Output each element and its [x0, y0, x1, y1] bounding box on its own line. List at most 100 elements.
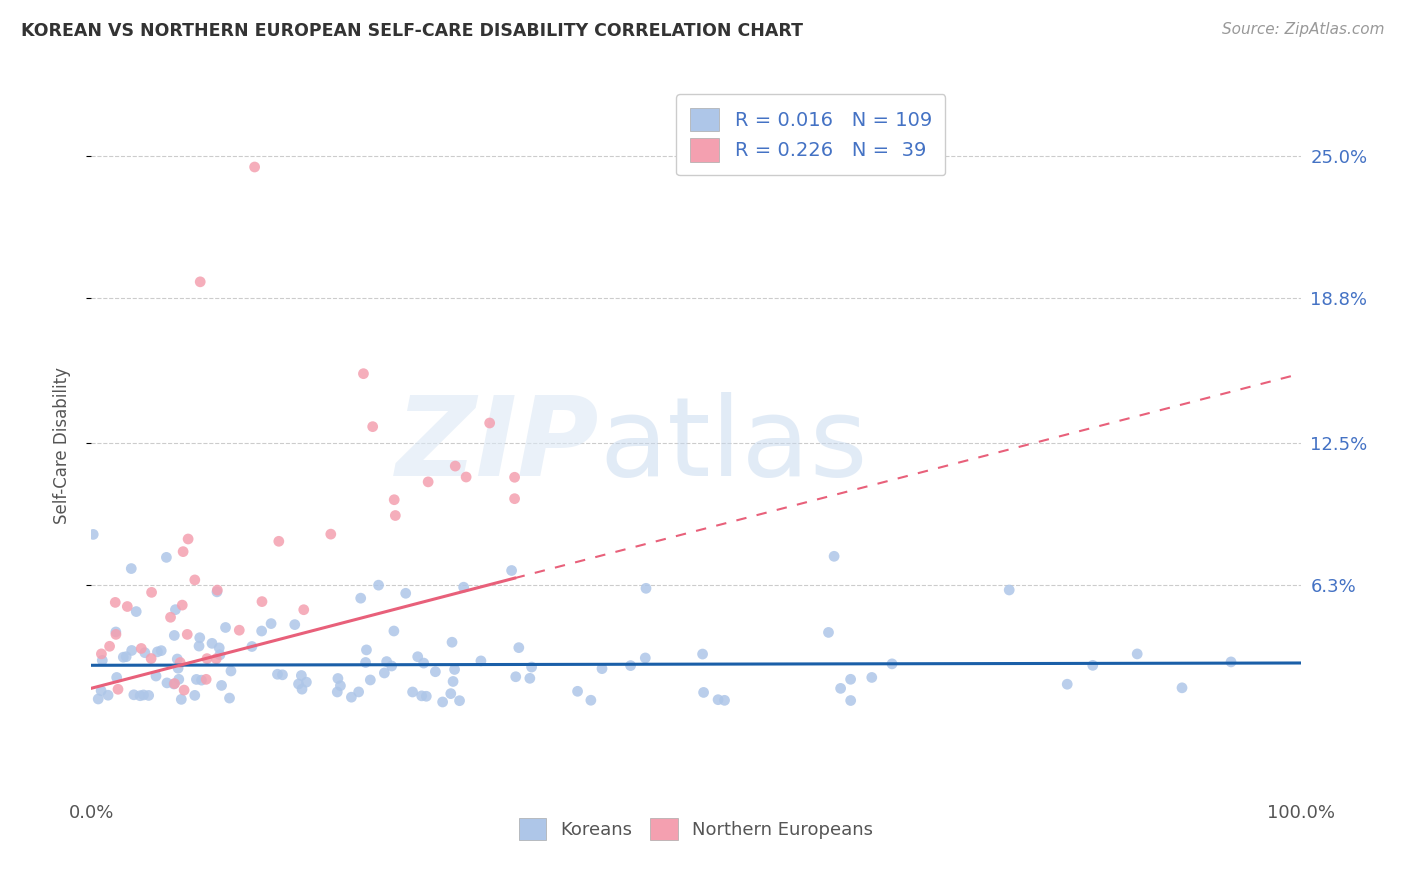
Point — [125, 605, 148, 619]
Point — [165, 602, 187, 616]
Point — [441, 674, 464, 689]
Point — [188, 639, 211, 653]
Point — [384, 508, 406, 523]
Point — [90, 683, 112, 698]
Point — [156, 676, 179, 690]
Point — [219, 664, 242, 678]
Point — [440, 687, 463, 701]
Point — [121, 643, 143, 657]
Point — [266, 667, 288, 681]
Point — [520, 660, 543, 674]
Point — [579, 693, 602, 707]
Point — [880, 657, 903, 671]
Point — [823, 549, 845, 564]
Point — [1171, 681, 1194, 695]
Point — [326, 672, 349, 686]
Point — [418, 475, 440, 489]
Point — [319, 527, 342, 541]
Point — [177, 532, 200, 546]
Point — [166, 652, 188, 666]
Point — [350, 591, 373, 606]
Point — [167, 661, 190, 675]
Point — [326, 685, 349, 699]
Point — [292, 603, 315, 617]
Point — [367, 578, 389, 592]
Point — [340, 690, 363, 705]
Point — [505, 670, 527, 684]
Point — [195, 673, 218, 687]
Point — [291, 682, 314, 697]
Point — [120, 561, 142, 575]
Point — [290, 668, 312, 682]
Point — [381, 659, 404, 673]
Point — [998, 582, 1021, 597]
Point — [830, 681, 852, 696]
Point — [107, 682, 129, 697]
Point — [373, 665, 395, 680]
Point — [150, 643, 173, 657]
Point — [620, 658, 643, 673]
Point — [188, 275, 211, 289]
Text: Source: ZipAtlas.com: Source: ZipAtlas.com — [1222, 22, 1385, 37]
Point — [176, 627, 198, 641]
Point — [470, 654, 492, 668]
Point — [211, 678, 233, 692]
Point — [359, 673, 381, 687]
Point — [91, 653, 114, 667]
Point — [145, 669, 167, 683]
Point — [361, 419, 384, 434]
Point — [205, 652, 228, 666]
Point — [415, 690, 437, 704]
Point — [172, 598, 194, 612]
Point — [411, 689, 433, 703]
Point — [432, 695, 454, 709]
Point — [186, 673, 208, 687]
Point — [354, 656, 377, 670]
Point — [139, 651, 162, 665]
Point — [295, 675, 318, 690]
Point — [443, 663, 465, 677]
Point — [692, 647, 714, 661]
Point — [567, 684, 589, 698]
Text: atlas: atlas — [599, 392, 868, 500]
Point — [1126, 647, 1149, 661]
Point — [267, 534, 290, 549]
Point — [208, 640, 231, 655]
Point — [173, 683, 195, 698]
Point — [260, 616, 283, 631]
Point — [478, 416, 501, 430]
Point — [406, 649, 429, 664]
Point — [115, 649, 138, 664]
Point — [817, 625, 839, 640]
Point — [155, 550, 177, 565]
Point — [129, 689, 152, 703]
Point — [163, 628, 186, 642]
Point — [205, 585, 228, 599]
Point — [382, 624, 405, 638]
Point — [105, 670, 128, 684]
Point — [138, 689, 160, 703]
Point — [218, 691, 240, 706]
Point — [122, 688, 145, 702]
Point — [356, 643, 378, 657]
Point — [713, 693, 735, 707]
Point — [132, 688, 155, 702]
Text: KOREAN VS NORTHERN EUROPEAN SELF-CARE DISABILITY CORRELATION CHART: KOREAN VS NORTHERN EUROPEAN SELF-CARE DI… — [21, 22, 803, 40]
Point — [860, 670, 883, 684]
Point — [141, 585, 163, 599]
Y-axis label: Self-Care Disability: Self-Care Disability — [52, 368, 70, 524]
Point — [839, 693, 862, 707]
Legend: Koreans, Northern Europeans: Koreans, Northern Europeans — [512, 811, 880, 847]
Point — [104, 595, 127, 609]
Point — [167, 673, 190, 687]
Point — [503, 491, 526, 506]
Point — [453, 580, 475, 594]
Point — [207, 583, 229, 598]
Point — [284, 617, 307, 632]
Point — [82, 527, 104, 541]
Point — [188, 631, 211, 645]
Point — [1081, 658, 1104, 673]
Point — [508, 640, 530, 655]
Point — [104, 627, 127, 641]
Point — [250, 594, 273, 608]
